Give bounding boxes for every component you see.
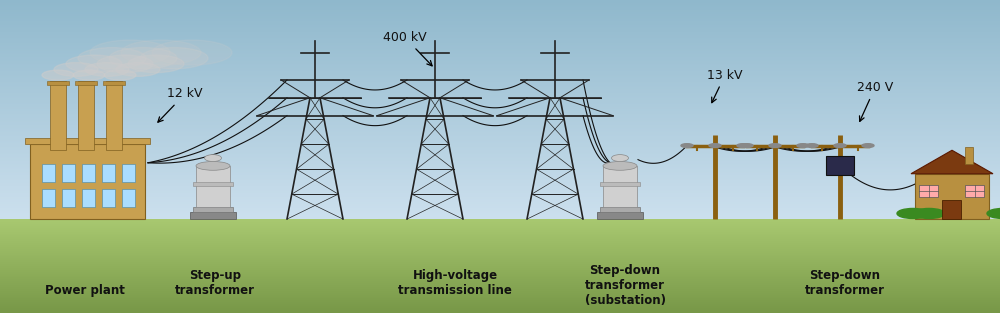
Bar: [597, 212, 643, 219]
Circle shape: [78, 48, 146, 69]
Bar: [193, 207, 233, 212]
Bar: [122, 164, 135, 182]
Circle shape: [54, 63, 98, 76]
Text: Power plant: Power plant: [45, 284, 125, 297]
Circle shape: [116, 63, 160, 76]
Bar: [122, 189, 135, 207]
Bar: [47, 81, 69, 85]
Circle shape: [681, 144, 693, 147]
Bar: [103, 81, 125, 85]
Circle shape: [104, 70, 136, 80]
Bar: [915, 174, 989, 219]
Circle shape: [737, 144, 749, 147]
Bar: [82, 164, 95, 182]
Ellipse shape: [196, 162, 230, 170]
Circle shape: [140, 48, 208, 69]
Text: 400 kV: 400 kV: [383, 31, 432, 66]
Bar: [102, 189, 115, 207]
Circle shape: [66, 55, 122, 73]
Ellipse shape: [612, 155, 629, 162]
Circle shape: [834, 144, 846, 147]
Bar: [78, 81, 94, 150]
Polygon shape: [911, 150, 993, 174]
Bar: [190, 212, 236, 219]
Circle shape: [709, 144, 721, 147]
Bar: [62, 164, 75, 182]
Text: 12 kV: 12 kV: [158, 87, 203, 122]
Bar: [42, 189, 55, 207]
Circle shape: [90, 40, 170, 65]
Bar: [965, 185, 984, 197]
Circle shape: [73, 70, 105, 80]
Bar: [62, 189, 75, 207]
Bar: [25, 138, 150, 144]
Text: High-voltage
transmission line: High-voltage transmission line: [398, 269, 512, 297]
Bar: [30, 144, 145, 219]
Circle shape: [806, 144, 818, 147]
Bar: [82, 189, 95, 207]
Bar: [603, 166, 637, 207]
Bar: [196, 166, 230, 207]
Circle shape: [128, 55, 184, 73]
Bar: [50, 81, 66, 150]
Circle shape: [769, 144, 781, 147]
Text: 240 V: 240 V: [857, 81, 893, 121]
Circle shape: [913, 208, 945, 218]
Circle shape: [741, 144, 753, 147]
Bar: [826, 156, 854, 175]
Circle shape: [797, 144, 809, 147]
Circle shape: [42, 70, 74, 80]
Bar: [75, 81, 97, 85]
Bar: [600, 182, 640, 186]
Ellipse shape: [603, 162, 637, 170]
Circle shape: [85, 63, 129, 76]
Text: Step-down
transformer
(substation): Step-down transformer (substation): [584, 264, 666, 307]
Bar: [965, 147, 973, 164]
Bar: [600, 207, 640, 212]
Bar: [42, 164, 55, 182]
Text: 13 kV: 13 kV: [707, 69, 743, 103]
Circle shape: [109, 48, 177, 69]
Circle shape: [897, 208, 929, 218]
Bar: [106, 81, 122, 150]
Circle shape: [862, 144, 874, 147]
Text: Step-down
transformer: Step-down transformer: [805, 269, 885, 297]
Circle shape: [152, 40, 232, 65]
Text: Step-up
transformer: Step-up transformer: [175, 269, 255, 297]
Bar: [193, 182, 233, 186]
Bar: [102, 164, 115, 182]
Bar: [942, 200, 961, 219]
Bar: [919, 185, 938, 197]
Circle shape: [97, 55, 153, 73]
Ellipse shape: [205, 155, 222, 162]
Circle shape: [121, 40, 201, 65]
Circle shape: [987, 208, 1000, 218]
